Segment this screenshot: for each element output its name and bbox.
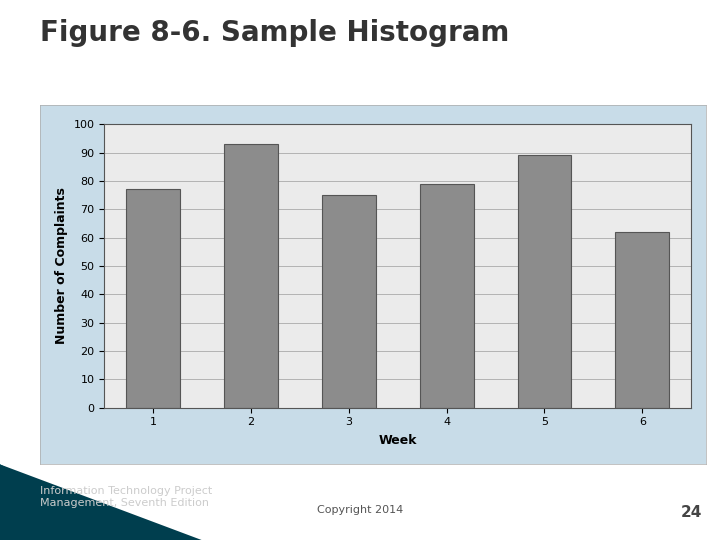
Bar xyxy=(127,190,180,408)
X-axis label: Week: Week xyxy=(379,434,417,447)
Bar xyxy=(420,184,474,408)
Bar xyxy=(616,232,669,408)
Y-axis label: Number of Complaints: Number of Complaints xyxy=(55,187,68,345)
Text: Copyright 2014: Copyright 2014 xyxy=(317,505,403,515)
Bar xyxy=(224,144,278,408)
Text: Information Technology Project
Management, Seventh Edition: Information Technology Project Managemen… xyxy=(40,486,212,508)
Bar xyxy=(518,156,572,408)
Bar xyxy=(322,195,376,408)
Text: Figure 8-6. Sample Histogram: Figure 8-6. Sample Histogram xyxy=(40,19,509,47)
Text: 24: 24 xyxy=(680,505,702,520)
